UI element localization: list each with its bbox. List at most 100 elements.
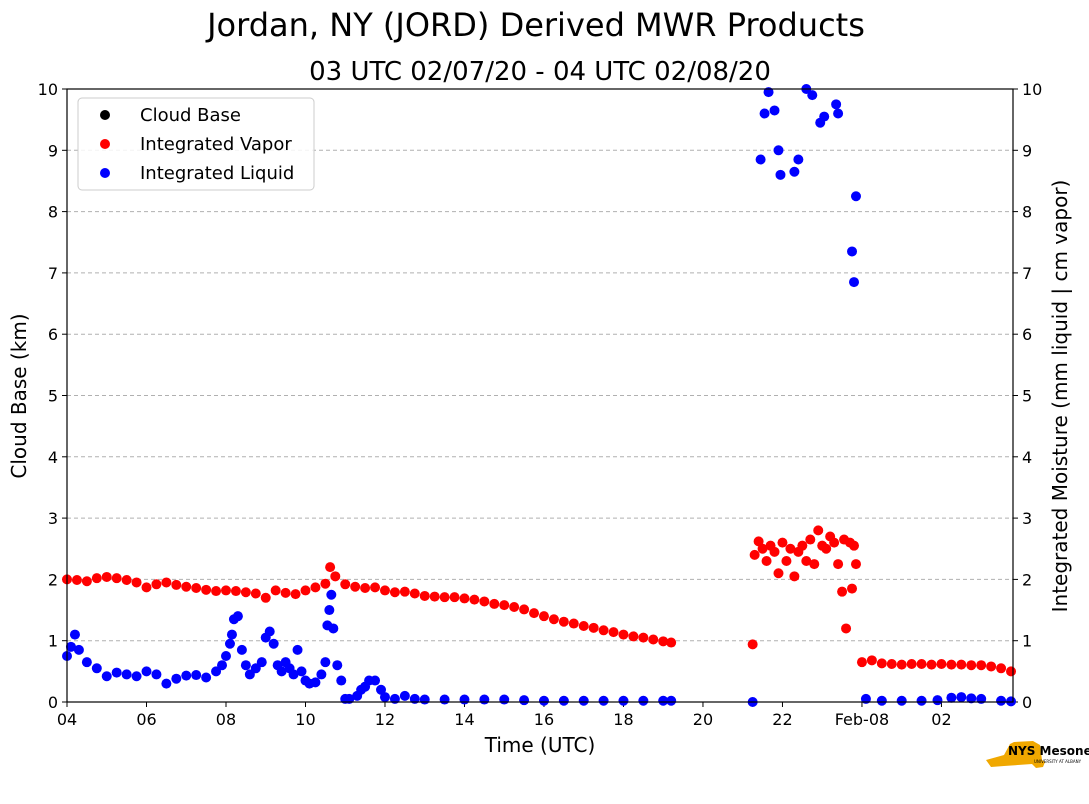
integrated-liquid-point <box>141 666 152 677</box>
integrated-liquid-point <box>131 671 142 682</box>
y-tick-label-right: 5 <box>1022 387 1032 406</box>
integrated-liquid-point <box>101 671 112 682</box>
integrated-vapor-point <box>648 634 659 645</box>
y-tick-label-left: 3 <box>48 509 58 528</box>
integrated-liquid-point <box>666 695 677 706</box>
y-tick-label-left: 0 <box>48 693 58 712</box>
integrated-vapor-point <box>280 587 291 598</box>
grid-lines <box>67 149 1013 642</box>
integrated-liquid-point <box>310 677 321 688</box>
integrated-vapor-point <box>330 571 341 582</box>
integrated-vapor-point <box>856 657 867 668</box>
integrated-vapor-point <box>666 637 677 648</box>
y-tick-label-left: 1 <box>48 632 58 651</box>
integrated-vapor-point <box>270 585 281 596</box>
integrated-vapor-point <box>821 543 832 554</box>
integrated-vapor-point <box>340 579 351 590</box>
y-tick-label-left: 4 <box>48 448 58 467</box>
integrated-vapor-point <box>71 575 82 586</box>
integrated-liquid-point <box>320 657 331 668</box>
integrated-liquid-point <box>759 108 770 119</box>
logo-text: NYS Mesonet <box>1008 744 1089 758</box>
integrated-vapor-point <box>785 543 796 554</box>
integrated-liquid-point <box>217 660 228 671</box>
integrated-vapor-point <box>926 659 937 670</box>
integrated-vapor-point <box>916 658 927 669</box>
integrated-vapor-point <box>847 583 858 594</box>
y-tick-label-right: 1 <box>1022 632 1032 651</box>
integrated-liquid-point <box>793 154 804 165</box>
integrated-vapor-point <box>230 586 241 597</box>
integrated-vapor-point <box>489 598 500 609</box>
integrated-vapor-point <box>833 559 844 570</box>
integrated-vapor-point <box>310 582 321 593</box>
integrated-liquid-point <box>807 90 818 101</box>
integrated-liquid-point <box>773 145 784 156</box>
integrated-liquid-point <box>240 660 251 671</box>
plot-frame <box>66 88 1014 703</box>
integrated-vapor-point <box>91 573 102 584</box>
integrated-liquid-point <box>956 692 967 703</box>
integrated-vapor-point <box>773 568 784 579</box>
integrated-vapor-point <box>850 559 861 570</box>
integrated-vapor-point <box>757 543 768 554</box>
integrated-liquid-point <box>73 644 84 655</box>
integrated-liquid-point <box>538 695 549 706</box>
integrated-liquid-point <box>439 694 450 705</box>
integrated-vapor-point <box>598 625 609 636</box>
integrated-liquid-point <box>296 666 307 677</box>
y-axis-label-right: Integrated Moisture (mm liquid | cm vapo… <box>1048 180 1072 613</box>
integrated-liquid-point <box>244 669 255 680</box>
integrated-liquid-point <box>850 191 861 202</box>
integrated-liquid-point <box>996 695 1007 706</box>
chart-title: Jordan, NY (JORD) Derived MWR Products <box>205 6 865 44</box>
integrated-liquid-point <box>618 695 629 706</box>
y-tick-label-right: 8 <box>1022 203 1032 222</box>
x-tick-label: 10 <box>295 710 315 729</box>
integrated-liquid-point <box>151 669 162 680</box>
integrated-vapor-point <box>399 586 410 597</box>
integrated-vapor-point <box>558 616 569 627</box>
integrated-vapor-point <box>350 581 361 592</box>
integrated-vapor-point <box>320 578 331 589</box>
integrated-vapor-point <box>509 601 520 612</box>
integrated-vapor-point <box>841 623 852 634</box>
integrated-vapor-point <box>151 579 162 590</box>
integrated-liquid-point <box>332 660 343 671</box>
integrated-vapor-point <box>459 593 470 604</box>
integrated-vapor-point <box>886 658 897 669</box>
integrated-liquid-point <box>236 644 247 655</box>
integrated-liquid-point <box>789 166 800 177</box>
integrated-vapor-point <box>529 608 540 619</box>
integrated-vapor-point <box>797 540 808 551</box>
integrated-liquid-point <box>755 154 766 165</box>
integrated-vapor-point <box>906 658 917 669</box>
integrated-liquid-point <box>328 623 339 634</box>
integrated-vapor-point <box>499 600 510 611</box>
integrated-liquid-point <box>847 246 858 257</box>
integrated-liquid-point <box>849 277 860 288</box>
integrated-vapor-point <box>379 585 390 596</box>
new-york-state-icon <box>986 741 1045 768</box>
integrated-liquid-point <box>775 169 786 180</box>
integrated-vapor-point <box>325 562 336 573</box>
y-tick-label-left: 9 <box>48 141 58 160</box>
integrated-liquid-point <box>519 695 530 706</box>
integrated-vapor-point <box>568 618 579 629</box>
x-tick-label: 08 <box>216 710 236 729</box>
integrated-liquid-point <box>916 695 927 706</box>
integrated-liquid-point <box>288 669 299 680</box>
integrated-liquid-point <box>161 678 172 689</box>
integrated-liquid-point <box>181 670 192 681</box>
integrated-liquid-point <box>81 657 92 668</box>
integrated-vapor-point <box>829 537 840 548</box>
integrated-vapor-point <box>201 584 212 595</box>
integrated-vapor-point <box>171 579 182 590</box>
integrated-liquid-point <box>638 695 649 706</box>
integrated-vapor-point <box>429 591 440 602</box>
integrated-vapor-point <box>131 577 142 588</box>
x-tick-label: 16 <box>534 710 554 729</box>
legend-frame <box>77 97 315 191</box>
integrated-vapor-point <box>866 655 877 666</box>
